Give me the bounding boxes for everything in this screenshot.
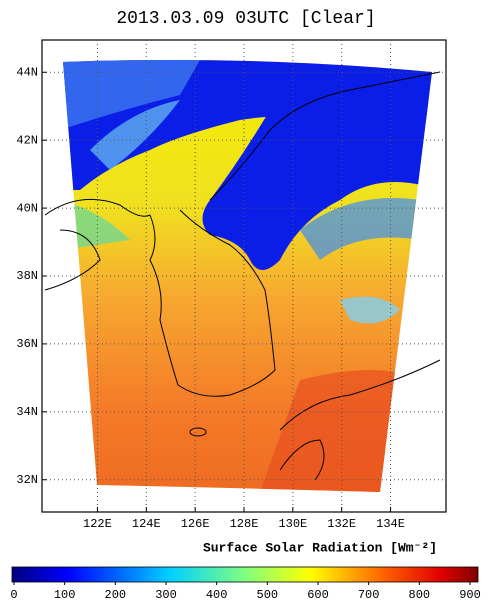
y-tick-label: 32N: [16, 473, 38, 487]
colorbar-tick-label: 0: [10, 588, 17, 602]
colorbar-tick-label: 500: [257, 588, 279, 602]
colorbar-tick-label: 900: [459, 588, 481, 602]
y-tick-label: 38N: [16, 269, 38, 283]
x-tick-label: 124E: [132, 517, 161, 531]
colorbar-tick-label: 300: [155, 588, 177, 602]
title: 2013.03.09 03UTC [Clear]: [116, 9, 375, 29]
y-tick-label: 44N: [16, 65, 38, 79]
x-tick-label: 134E: [376, 517, 405, 531]
coastlines: [44, 71, 441, 481]
y-tick-label: 40N: [16, 201, 38, 215]
colorbar-tick-label: 200: [105, 588, 127, 602]
x-tick-label: 130E: [278, 517, 307, 531]
colorbar-tick-label: 600: [307, 588, 329, 602]
colorbar-tick-label: 700: [358, 588, 380, 602]
colorbar: [11, 566, 479, 583]
x-tick-label: 122E: [83, 517, 112, 531]
colorbar-label: Surface Solar Radiation [Wm⁻²]: [203, 540, 437, 555]
colorbar-tick-label: 100: [54, 588, 76, 602]
x-tick-label: 128E: [230, 517, 259, 531]
x-tick-label: 126E: [181, 517, 210, 531]
radiation-field: [63, 59, 432, 492]
colorbar-tick-label: 400: [206, 588, 228, 602]
x-tick-label: 132E: [327, 517, 356, 531]
y-tick-label: 34N: [16, 405, 38, 419]
y-tick-label: 42N: [16, 133, 38, 147]
colorbar-tick-label: 800: [409, 588, 431, 602]
y-tick-label: 36N: [16, 337, 38, 351]
